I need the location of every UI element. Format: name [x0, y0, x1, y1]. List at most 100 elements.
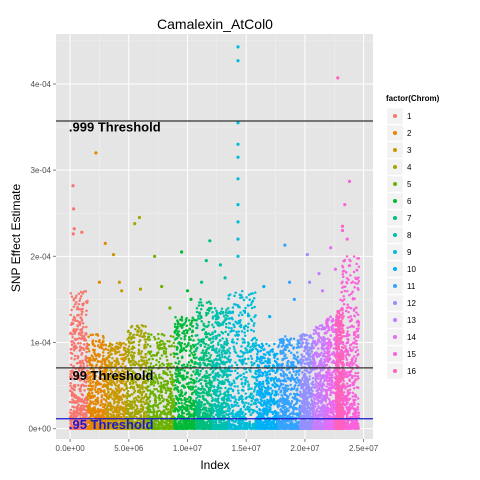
data-point — [96, 407, 100, 411]
data-point — [207, 346, 211, 350]
data-point — [243, 381, 247, 385]
peak-point — [189, 297, 193, 301]
data-point — [231, 389, 235, 393]
data-point — [72, 399, 76, 403]
data-point — [166, 419, 170, 422]
data-point — [250, 319, 254, 323]
data-point — [79, 414, 82, 417]
peak-point — [200, 280, 204, 284]
data-point — [181, 331, 184, 335]
data-point — [96, 413, 99, 417]
data-point — [250, 328, 253, 332]
data-point — [94, 400, 98, 403]
data-point — [85, 360, 89, 364]
data-point — [253, 305, 256, 309]
data-point — [223, 349, 226, 353]
data-point — [131, 387, 135, 390]
data-point — [166, 368, 170, 371]
data-point — [126, 347, 130, 351]
data-point — [228, 412, 231, 416]
data-point — [154, 401, 157, 404]
data-point — [243, 327, 246, 331]
data-point — [179, 337, 183, 340]
data-point — [195, 356, 198, 359]
data-point — [131, 362, 135, 365]
peak-point — [236, 142, 240, 146]
data-point — [221, 312, 225, 315]
data-point — [196, 342, 200, 345]
data-point — [204, 413, 207, 417]
data-point — [140, 324, 144, 327]
data-point — [228, 346, 231, 350]
data-point — [207, 351, 210, 355]
data-point — [175, 348, 179, 351]
data-point — [224, 330, 227, 334]
data-point — [211, 396, 214, 400]
data-point — [209, 353, 213, 357]
data-point — [203, 388, 207, 392]
data-point — [101, 351, 105, 354]
data-point — [73, 354, 77, 358]
data-point — [218, 354, 221, 357]
data-point — [94, 383, 98, 386]
data-point — [205, 370, 208, 373]
data-point — [81, 292, 84, 295]
data-point — [227, 332, 230, 336]
data-point — [147, 335, 151, 339]
data-point — [197, 304, 201, 307]
data-point — [157, 389, 160, 393]
data-point — [76, 305, 79, 309]
data-point — [231, 338, 234, 341]
data-point — [76, 356, 79, 360]
data-point — [240, 395, 244, 398]
data-point — [221, 355, 224, 359]
data-point — [197, 387, 200, 391]
data-point — [71, 405, 74, 408]
data-point — [176, 356, 180, 360]
data-point — [108, 393, 112, 397]
data-point — [231, 412, 235, 416]
data-point — [121, 412, 125, 416]
peak-point — [80, 230, 84, 234]
data-point — [130, 354, 133, 358]
data-point — [130, 350, 134, 354]
data-point — [171, 403, 175, 407]
data-point — [184, 400, 188, 403]
data-point — [236, 372, 239, 375]
data-point — [162, 363, 166, 367]
data-point — [209, 338, 212, 341]
data-point — [141, 390, 145, 394]
data-point — [187, 335, 191, 339]
data-point — [101, 372, 105, 376]
data-point — [162, 383, 166, 386]
data-point — [185, 344, 189, 348]
data-point — [145, 338, 149, 341]
data-point — [249, 303, 253, 306]
data-point — [176, 385, 179, 389]
data-point — [246, 304, 250, 307]
data-point — [138, 326, 141, 330]
peak-point — [137, 215, 141, 220]
data-point — [162, 405, 166, 408]
data-point — [185, 409, 189, 412]
data-point — [212, 347, 215, 350]
data-point — [251, 344, 254, 348]
data-point — [176, 322, 180, 326]
data-point — [115, 410, 118, 414]
data-point — [151, 357, 154, 361]
data-point — [81, 310, 84, 314]
data-point — [211, 332, 214, 336]
data-point — [194, 334, 198, 337]
data-point — [249, 370, 252, 373]
data-point — [76, 314, 79, 317]
data-point — [221, 337, 224, 340]
data-point — [182, 374, 185, 377]
data-point — [126, 389, 130, 393]
data-point — [96, 392, 100, 395]
data-point — [87, 335, 90, 339]
data-point — [232, 379, 236, 382]
data-point — [75, 294, 78, 298]
data-point — [239, 373, 243, 377]
data-point — [83, 408, 87, 412]
data-point — [194, 371, 198, 375]
